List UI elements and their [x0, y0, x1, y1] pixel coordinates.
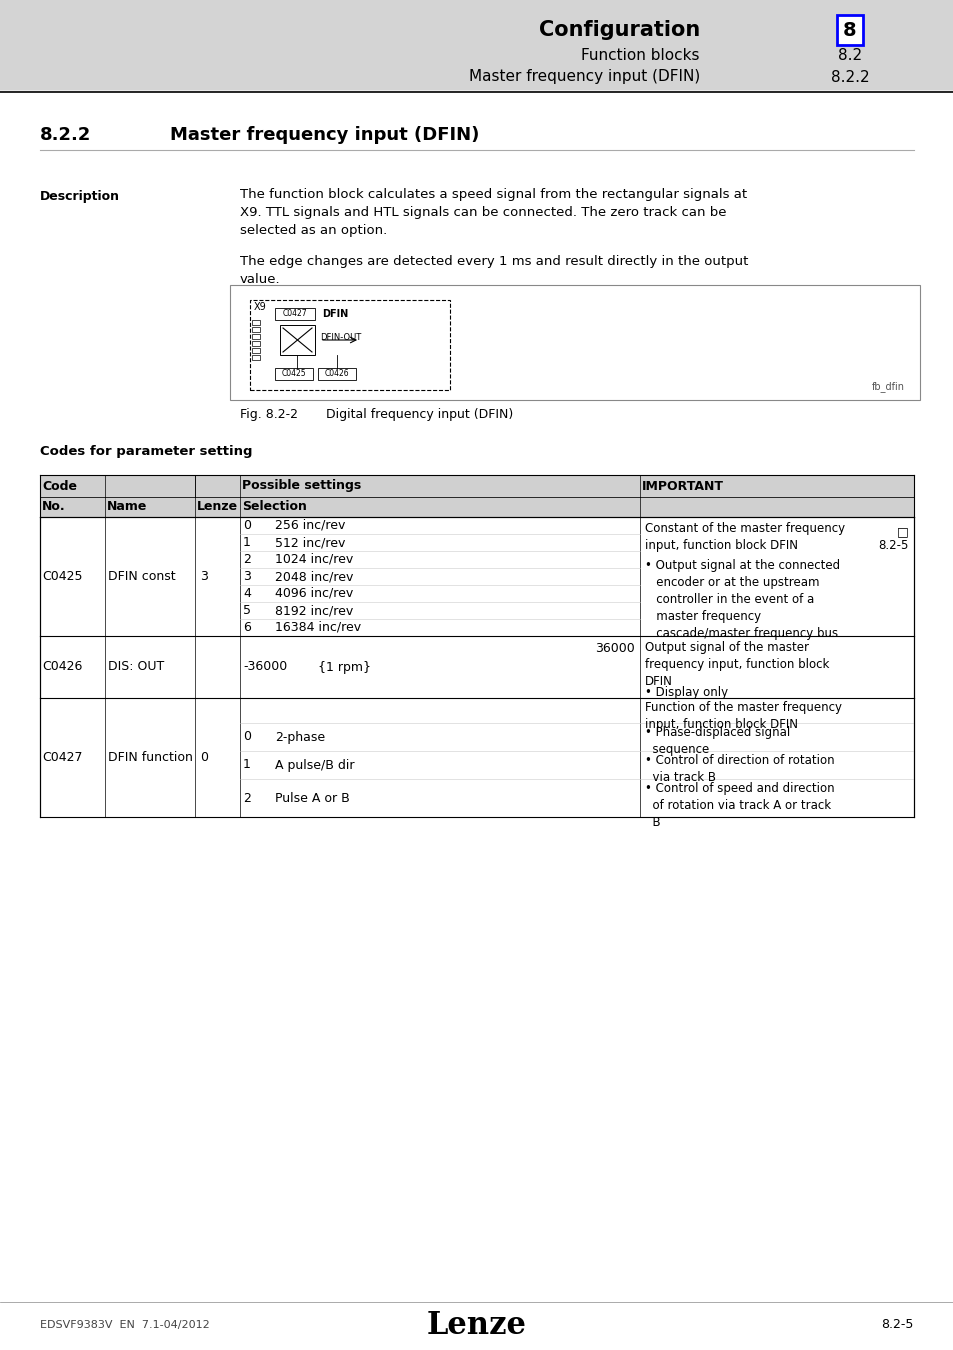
Text: C0425: C0425	[42, 570, 82, 583]
Text: 36000: 36000	[595, 643, 635, 656]
Text: 512 inc/rev: 512 inc/rev	[274, 536, 345, 549]
Text: DFIN const: DFIN const	[108, 570, 175, 583]
Text: 256 inc/rev: 256 inc/rev	[274, 518, 345, 532]
Text: 1: 1	[243, 759, 251, 771]
Text: • Phase-displaced signal
  sequence: • Phase-displaced signal sequence	[644, 726, 789, 756]
Text: 1024 inc/rev: 1024 inc/rev	[274, 554, 353, 566]
Text: 1: 1	[243, 536, 251, 549]
Text: C0426: C0426	[324, 370, 349, 378]
Text: Possible settings: Possible settings	[242, 479, 361, 493]
Text: -36000: -36000	[243, 660, 287, 674]
Bar	[280, 325, 314, 355]
Text: 8: 8	[842, 20, 856, 39]
Text: □: □	[897, 525, 908, 539]
Text: 0: 0	[243, 730, 251, 744]
Text: Pulse A or B: Pulse A or B	[274, 791, 350, 805]
Text: Function blocks: Function blocks	[581, 47, 700, 62]
Text: fb_dfin: fb_dfin	[871, 381, 904, 392]
Text: • Control of direction of rotation
  via track B: • Control of direction of rotation via t…	[644, 755, 834, 784]
Text: {1 rpm}: {1 rpm}	[318, 660, 371, 674]
Text: 5: 5	[243, 603, 251, 617]
Text: EDSVF9383V  EN  7.1-04/2012: EDSVF9383V EN 7.1-04/2012	[40, 1320, 210, 1330]
Text: 3: 3	[243, 570, 251, 583]
Text: C0426: C0426	[42, 660, 82, 674]
Text: Selection: Selection	[242, 501, 307, 513]
Text: 8.2.2: 8.2.2	[830, 69, 868, 85]
Text: C0427: C0427	[42, 751, 82, 764]
Text: DIS: OUT: DIS: OUT	[108, 660, 164, 674]
Text: 3: 3	[200, 570, 208, 583]
Bar	[252, 348, 260, 352]
Bar	[252, 355, 260, 360]
Text: • Output signal at the connected
   encoder or at the upstream
   controller in : • Output signal at the connected encoder…	[644, 559, 840, 640]
Text: 6: 6	[243, 621, 251, 634]
Text: Output signal of the master
frequency input, function block
DFIN: Output signal of the master frequency in…	[644, 641, 828, 688]
Text: 8.2.2: 8.2.2	[40, 126, 91, 144]
Text: Constant of the master frequency
input, function block DFIN: Constant of the master frequency input, …	[644, 522, 844, 552]
Text: 2: 2	[243, 791, 251, 805]
Text: Lenze: Lenze	[427, 1310, 526, 1341]
Text: No.: No.	[42, 501, 66, 513]
Text: Fig. 8.2-2       Digital frequency input (DFIN): Fig. 8.2-2 Digital frequency input (DFIN…	[240, 408, 513, 421]
Text: Name: Name	[107, 501, 147, 513]
Text: Configuration: Configuration	[538, 20, 700, 40]
Bar	[0, 0, 953, 90]
Text: • Display only: • Display only	[644, 686, 727, 699]
Text: Description: Description	[40, 190, 120, 202]
Bar	[274, 308, 314, 320]
Text: 0: 0	[243, 518, 251, 532]
Text: 2048 inc/rev: 2048 inc/rev	[274, 570, 353, 583]
Text: The function block calculates a speed signal from the rectangular signals at
X9.: The function block calculates a speed si…	[240, 188, 746, 238]
Bar	[230, 285, 919, 400]
Bar	[252, 333, 260, 339]
Text: C0425: C0425	[281, 370, 306, 378]
Text: 4096 inc/rev: 4096 inc/rev	[274, 587, 353, 599]
Text: 8.2: 8.2	[837, 47, 862, 62]
Text: 16384 inc/rev: 16384 inc/rev	[274, 621, 361, 634]
Text: Master frequency input (DFIN): Master frequency input (DFIN)	[170, 126, 478, 144]
Bar	[252, 320, 260, 325]
Text: 4: 4	[243, 587, 251, 599]
Text: 2-phase: 2-phase	[274, 730, 325, 744]
Text: 8.2-5: 8.2-5	[881, 1319, 913, 1331]
Text: DFIN-OUT: DFIN-OUT	[319, 332, 361, 342]
Text: 8.2‑5: 8.2‑5	[878, 539, 908, 552]
Text: X9: X9	[253, 302, 267, 312]
Text: Function of the master frequency
input, function block DFIN: Function of the master frequency input, …	[644, 701, 841, 730]
Bar	[252, 342, 260, 346]
Text: A pulse/B dir: A pulse/B dir	[274, 759, 355, 771]
Bar	[274, 369, 313, 379]
Text: Lenze: Lenze	[196, 501, 238, 513]
Text: 2: 2	[243, 554, 251, 566]
Text: Codes for parameter setting: Codes for parameter setting	[40, 446, 253, 458]
Text: 8192 inc/rev: 8192 inc/rev	[274, 603, 353, 617]
Text: DFIN function: DFIN function	[108, 751, 193, 764]
Text: Code: Code	[42, 479, 77, 493]
Bar	[250, 300, 450, 390]
Bar	[40, 497, 913, 517]
Text: IMPORTANT: IMPORTANT	[641, 479, 723, 493]
Bar	[40, 475, 913, 497]
Text: The edge changes are detected every 1 ms and result directly in the output
value: The edge changes are detected every 1 ms…	[240, 255, 747, 286]
Text: • Control of speed and direction
  of rotation via track A or track
  B: • Control of speed and direction of rota…	[644, 782, 834, 829]
Bar	[317, 369, 355, 379]
Text: C0427: C0427	[282, 309, 307, 319]
Bar	[252, 327, 260, 332]
Text: Master frequency input (DFIN): Master frequency input (DFIN)	[468, 69, 700, 85]
Text: DFIN: DFIN	[322, 309, 348, 319]
Text: 0: 0	[200, 751, 208, 764]
